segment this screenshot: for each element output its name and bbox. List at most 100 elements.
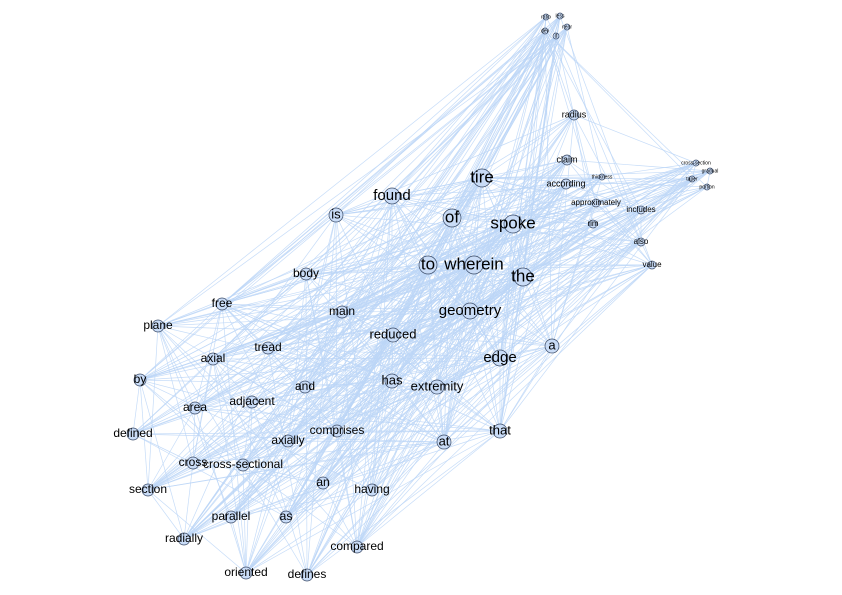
edge-the-claim bbox=[522, 159, 568, 278]
node-as[interactable]: as bbox=[279, 509, 293, 524]
node-a[interactable]: a bbox=[544, 337, 560, 354]
node-according[interactable]: according bbox=[546, 178, 586, 190]
edge-of-radius bbox=[451, 114, 575, 219]
node-having[interactable]: having bbox=[354, 482, 390, 497]
node-radially[interactable]: radially bbox=[165, 531, 203, 546]
node-adjacent[interactable]: adjacent bbox=[229, 394, 275, 409]
node-top5[interactable]: d bbox=[552, 32, 560, 40]
node-plane[interactable]: plane bbox=[143, 318, 173, 333]
node-circle-at bbox=[436, 434, 452, 450]
node-rim[interactable]: rim bbox=[587, 219, 599, 229]
edge-portion-top3 bbox=[544, 30, 708, 188]
node-free[interactable]: free bbox=[212, 296, 233, 311]
node-defines[interactable]: defines bbox=[288, 567, 327, 582]
node-an[interactable]: an bbox=[316, 475, 330, 490]
node-parallel[interactable]: parallel bbox=[212, 509, 251, 524]
node-label-portion: portion bbox=[699, 184, 715, 190]
node-circle-is bbox=[328, 207, 344, 223]
edge-cross-sectional-top3 bbox=[242, 30, 546, 466]
node-tread[interactable]: tread bbox=[254, 340, 282, 355]
node-top1[interactable]: ratio bbox=[541, 13, 551, 21]
node-approximately[interactable]: approximately bbox=[571, 198, 621, 208]
node-area[interactable]: area bbox=[183, 400, 207, 415]
edge-compared-top4 bbox=[356, 26, 568, 548]
node-cross[interactable]: cross bbox=[179, 455, 208, 470]
edge-reduced-an bbox=[322, 334, 394, 484]
node-defined[interactable]: defined bbox=[113, 426, 153, 441]
edge-main-cross bbox=[192, 311, 343, 464]
edge-tread-radially bbox=[183, 347, 269, 540]
edge-axial-comprises bbox=[212, 358, 338, 432]
node-circle-to bbox=[418, 255, 438, 275]
node-taper[interactable]: taper bbox=[686, 175, 698, 183]
node-by[interactable]: by bbox=[133, 372, 147, 387]
node-the[interactable]: the bbox=[511, 266, 535, 287]
node-label-extremity: extremity bbox=[411, 378, 464, 393]
node-circle-top2 bbox=[556, 12, 564, 20]
node-top3[interactable]: dev bbox=[541, 27, 550, 35]
node-label-tire: tire bbox=[470, 167, 494, 186]
node-radius[interactable]: radius bbox=[562, 109, 587, 121]
node-thickness[interactable]: thickness bbox=[592, 173, 613, 181]
edge-the-thickness bbox=[522, 176, 603, 278]
edge-axial-top3 bbox=[212, 30, 546, 360]
node-has[interactable]: has bbox=[382, 372, 403, 389]
node-edge[interactable]: edge bbox=[483, 349, 517, 367]
node-label-plane: plane bbox=[143, 318, 173, 332]
node-top4[interactable]: near bbox=[562, 23, 572, 31]
edge-has-compared bbox=[356, 380, 393, 548]
node-circle-reduced bbox=[385, 327, 401, 343]
node-circle-top1 bbox=[542, 13, 550, 21]
edge-reduced-cross-section bbox=[392, 162, 697, 336]
edge-axially-parallel bbox=[230, 440, 289, 518]
edge-approximately-also bbox=[595, 202, 642, 243]
node-oriented[interactable]: oriented bbox=[224, 565, 268, 580]
node-found[interactable]: found bbox=[373, 187, 411, 205]
edge-a-top3 bbox=[544, 30, 553, 347]
node-wherein[interactable]: wherein bbox=[443, 254, 504, 275]
node-to[interactable]: to bbox=[418, 254, 438, 275]
edge-geometry-tread bbox=[267, 310, 471, 349]
edge-by-section bbox=[139, 379, 149, 491]
node-cross-section[interactable]: cross-section bbox=[681, 159, 711, 167]
node-body[interactable]: body bbox=[293, 266, 319, 281]
node-axially[interactable]: axially bbox=[271, 433, 305, 448]
node-geometry[interactable]: geometry bbox=[439, 302, 502, 320]
edge-as-according bbox=[285, 183, 567, 518]
node-label-parallel: parallel bbox=[212, 509, 251, 523]
node-value[interactable]: value bbox=[642, 260, 662, 270]
edge-tire-also bbox=[481, 177, 642, 243]
node-that[interactable]: that bbox=[489, 422, 511, 439]
node-includes[interactable]: includes bbox=[626, 205, 656, 215]
node-and[interactable]: and bbox=[295, 379, 315, 394]
node-reduced[interactable]: reduced bbox=[370, 326, 417, 343]
node-tire[interactable]: tire bbox=[470, 167, 494, 188]
node-comprises[interactable]: comprises bbox=[310, 423, 365, 438]
node-of[interactable]: of bbox=[442, 207, 462, 228]
node-section[interactable]: section bbox=[129, 482, 167, 497]
edge-found-defined bbox=[132, 195, 393, 435]
node-circle-radius bbox=[568, 109, 580, 121]
node-also[interactable]: also bbox=[634, 237, 649, 247]
edge-compared-claim bbox=[356, 159, 568, 548]
node-compared[interactable]: compared bbox=[330, 539, 384, 554]
edge-parallel-radially bbox=[183, 516, 232, 540]
node-axial[interactable]: axial bbox=[201, 351, 226, 366]
node-top2[interactable]: less bbox=[556, 12, 565, 20]
node-label-body: body bbox=[293, 266, 319, 280]
node-claim[interactable]: claim bbox=[556, 154, 578, 166]
edge-of-extremity bbox=[436, 217, 453, 388]
node-portion[interactable]: portion bbox=[699, 183, 715, 191]
node-label-cross-section: cross-section bbox=[681, 160, 711, 166]
node-is[interactable]: is bbox=[328, 206, 344, 223]
node-at[interactable]: at bbox=[436, 433, 452, 450]
edge-comprises-radius bbox=[336, 114, 575, 432]
node-extremity[interactable]: extremity bbox=[411, 378, 464, 395]
node-cross-sectional[interactable]: cross-sectional bbox=[203, 457, 283, 472]
node-gradual[interactable]: gradual bbox=[702, 167, 719, 175]
node-circle-by bbox=[133, 373, 147, 387]
edge-cross-sectional-also bbox=[242, 241, 642, 466]
node-spoke[interactable]: spoke bbox=[490, 213, 536, 234]
edge-tire-free bbox=[221, 177, 483, 305]
node-main[interactable]: main bbox=[329, 304, 355, 319]
